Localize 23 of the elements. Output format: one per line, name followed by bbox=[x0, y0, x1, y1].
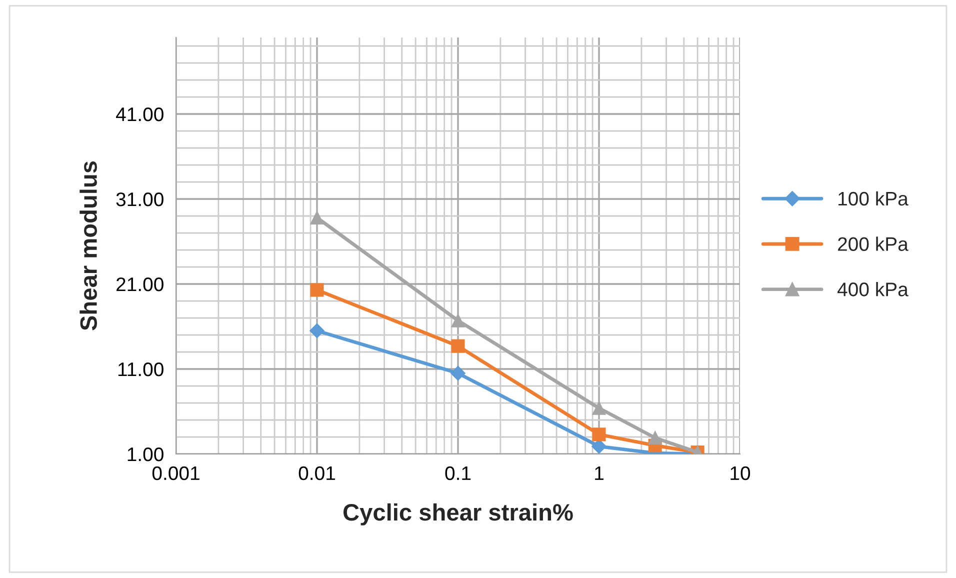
point bbox=[451, 314, 465, 328]
x-tick-label: 10 bbox=[730, 466, 750, 480]
x-tick-label: 1 bbox=[595, 466, 604, 480]
point bbox=[310, 210, 324, 224]
point bbox=[310, 323, 324, 338]
point bbox=[592, 428, 606, 442]
y-tick-label: 41.00 bbox=[116, 107, 164, 122]
x-tick-label: 0.01 bbox=[298, 466, 335, 480]
legend-label: 200 kPa bbox=[838, 236, 908, 251]
y-tick-label: 21.00 bbox=[116, 277, 164, 292]
x-axis-title: Cyclic shear strain% bbox=[343, 503, 573, 526]
y-tick-label: 11.00 bbox=[118, 362, 164, 376]
point bbox=[310, 283, 324, 297]
x-tick-label: 0.001 bbox=[152, 466, 200, 480]
y-tick-label: 1.00 bbox=[128, 447, 164, 462]
point bbox=[450, 366, 466, 381]
legend-label: 400 kPa bbox=[837, 282, 908, 296]
point bbox=[592, 401, 606, 415]
point bbox=[451, 339, 465, 353]
legend-label: 100 kPa bbox=[838, 191, 908, 206]
y-tick-label: 31.00 bbox=[116, 192, 164, 206]
x-tick-label: 0.1 bbox=[445, 466, 471, 480]
y-axis-title: Shear modulus bbox=[80, 161, 97, 330]
